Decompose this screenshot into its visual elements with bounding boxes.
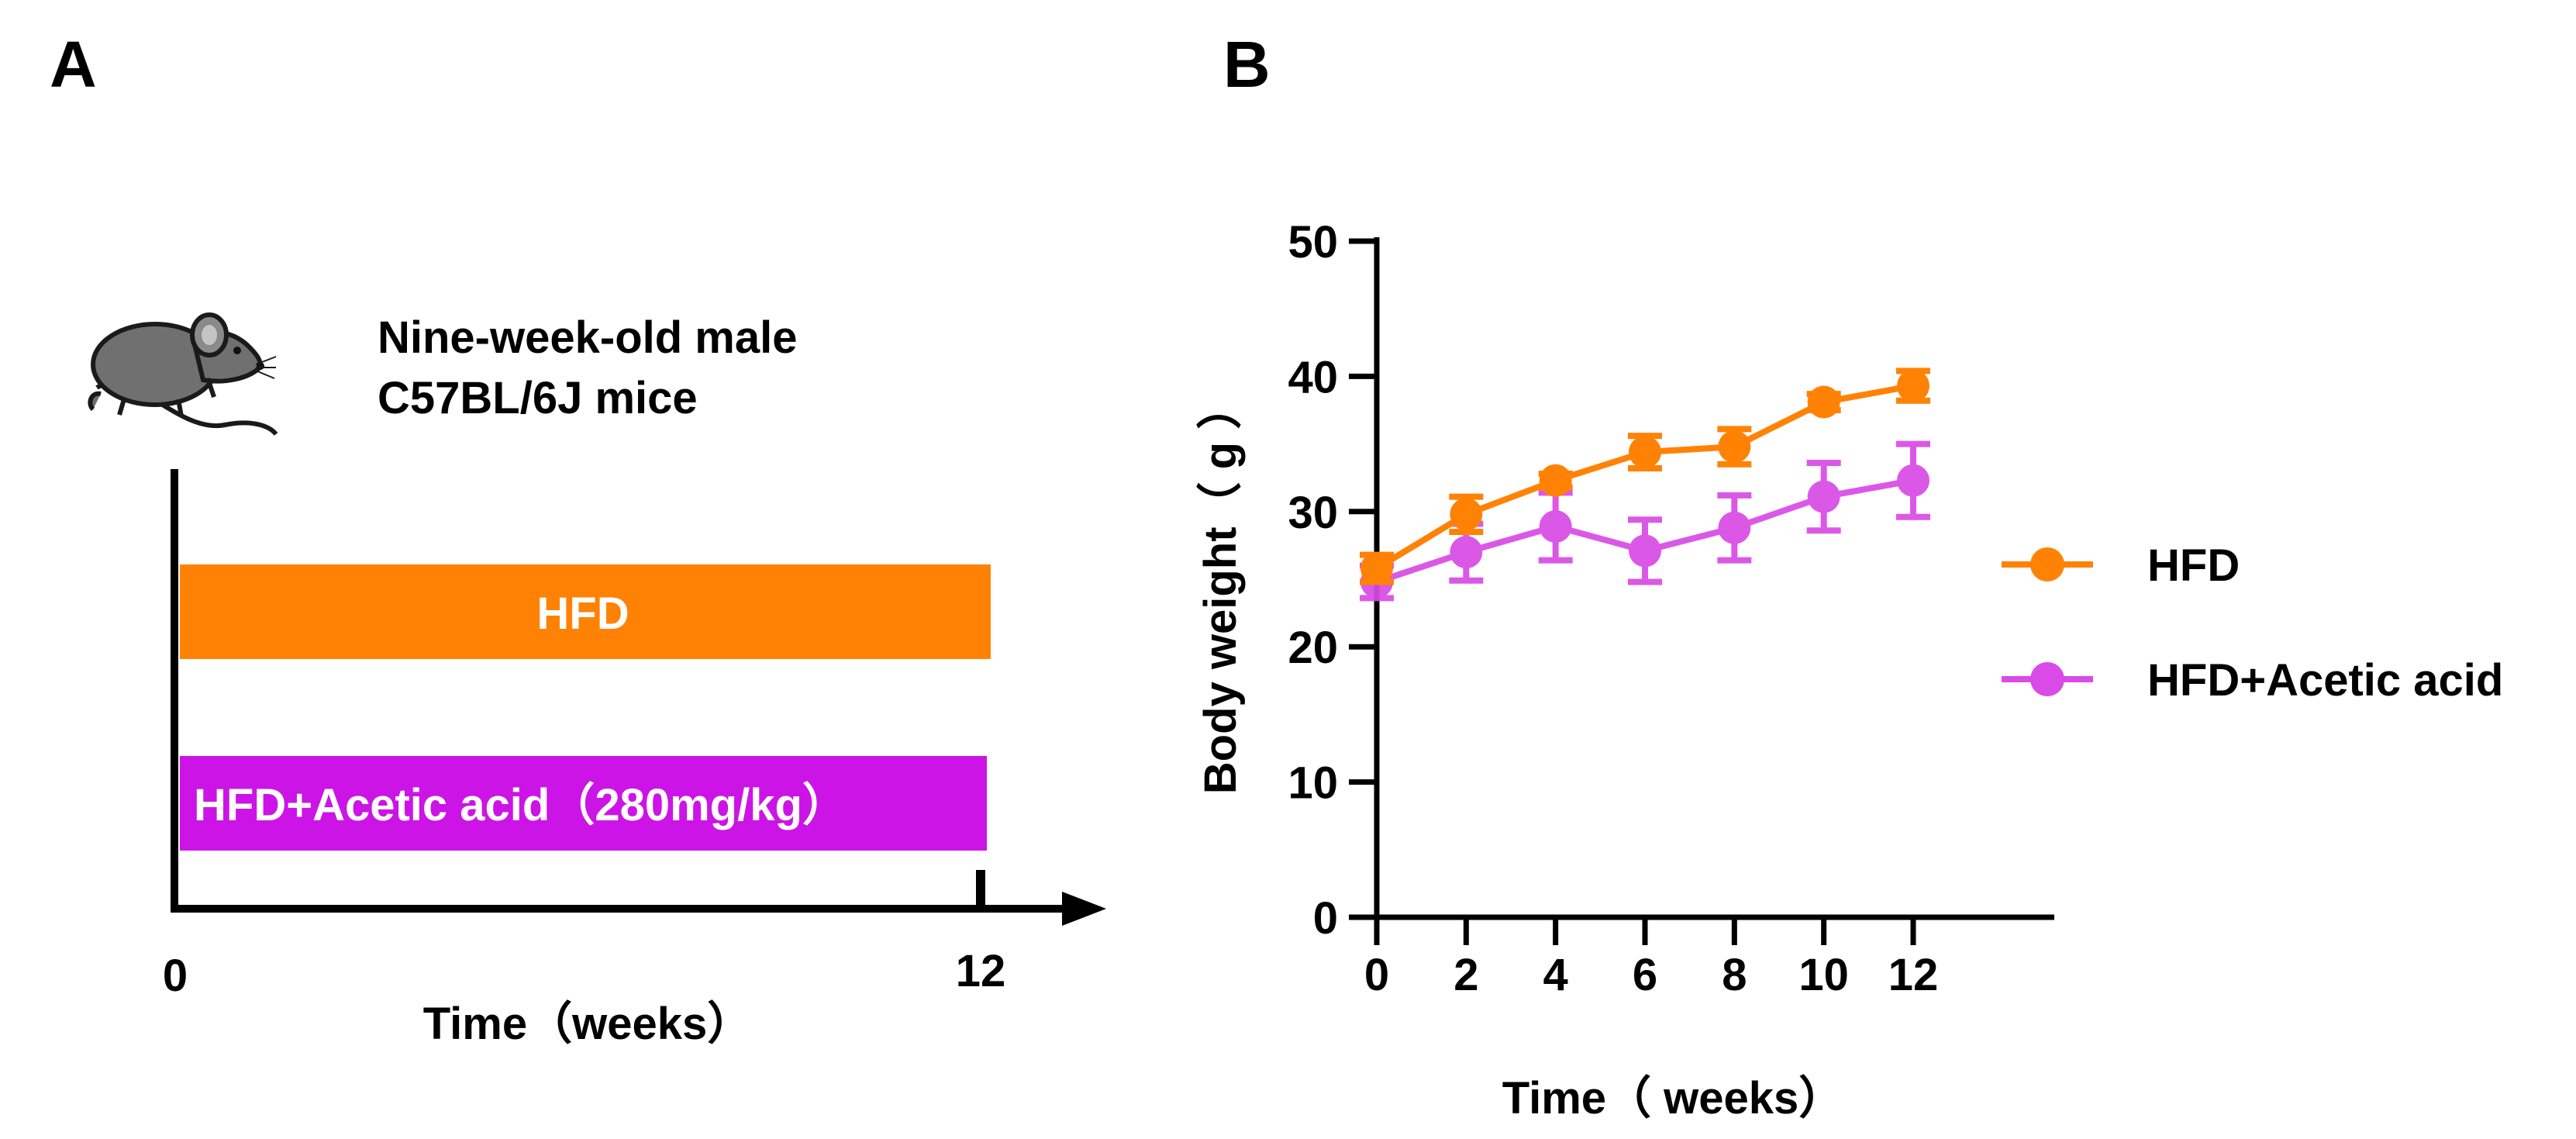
- data-point: [1629, 436, 1661, 469]
- y-axis-title: Body weight（ g ）: [1195, 385, 1246, 794]
- y-tick-label: 20: [1288, 623, 1338, 673]
- timeline-bars: HFD HFD+Acetic acid（280mg/kg）: [180, 564, 991, 851]
- data-point: [1897, 464, 1929, 497]
- data-point: [1360, 552, 1393, 585]
- legend-label: HFD+Acetic acid: [2147, 655, 2503, 706]
- data-point: [1897, 369, 1929, 402]
- x-tick-label: 0: [1364, 950, 1389, 1000]
- timeline-tick-start: 0: [163, 951, 188, 1001]
- data-point: [1807, 480, 1840, 513]
- subject-line-1: Nine-week-old male: [378, 312, 797, 363]
- data-point: [1450, 498, 1483, 531]
- data-point: [1450, 536, 1483, 569]
- timeline-bar-2: [180, 756, 987, 851]
- x-tick-label: 8: [1722, 950, 1747, 1000]
- y-tick-label: 10: [1288, 758, 1338, 809]
- legend-marker: [2030, 547, 2064, 582]
- panel-a-label: A: [50, 28, 97, 101]
- data-point: [1718, 511, 1751, 544]
- data-point: [1539, 464, 1572, 497]
- y-tick-label: 50: [1288, 217, 1338, 267]
- data-point: [1629, 534, 1661, 568]
- timeline-bar-label-1: HFD: [536, 588, 629, 639]
- panel-b-label: B: [1223, 28, 1271, 101]
- legend-label: HFD: [2147, 540, 2240, 591]
- x-tick-label: 10: [1798, 950, 1849, 1000]
- data-point: [1718, 430, 1751, 464]
- body-weight-chart: 0 10 20 30 40 50 0 2 4 6 8 10 12 Time（ weeks） Body wei…: [1195, 217, 2503, 1123]
- subject-line-2: C57BL/6J mice: [378, 373, 698, 423]
- legend-item-hfd-acetic-acid: HFD+Acetic acid: [2002, 655, 2503, 706]
- y-tick-label: 0: [1313, 893, 1338, 944]
- timeline-bar-label-2: HFD+Acetic acid（280mg/kg）: [194, 780, 847, 830]
- x-tick-label: 12: [1888, 950, 1939, 1000]
- timeline-bar-1: [180, 564, 991, 659]
- data-point: [1807, 385, 1840, 419]
- x-tick-label: 4: [1543, 950, 1568, 1000]
- data-point: [1539, 509, 1572, 543]
- legend-item-hfd: HFD: [2002, 540, 2240, 591]
- y-tick-label: 30: [1288, 488, 1338, 538]
- legend-marker: [2030, 662, 2064, 696]
- series-hfd: [1360, 368, 1930, 585]
- x-axis-title: Time（ weeks）: [1502, 1073, 1844, 1123]
- x-tick-label: 2: [1454, 950, 1478, 1000]
- timeline-xlabel: Time（weeks）: [423, 999, 752, 1049]
- mouse-icon: [88, 312, 278, 436]
- y-tick-label: 40: [1288, 352, 1338, 402]
- x-tick-label: 6: [1633, 950, 1657, 1000]
- timeline-arrow-head: [1062, 892, 1106, 926]
- timeline-tick-end: 12: [956, 946, 1006, 996]
